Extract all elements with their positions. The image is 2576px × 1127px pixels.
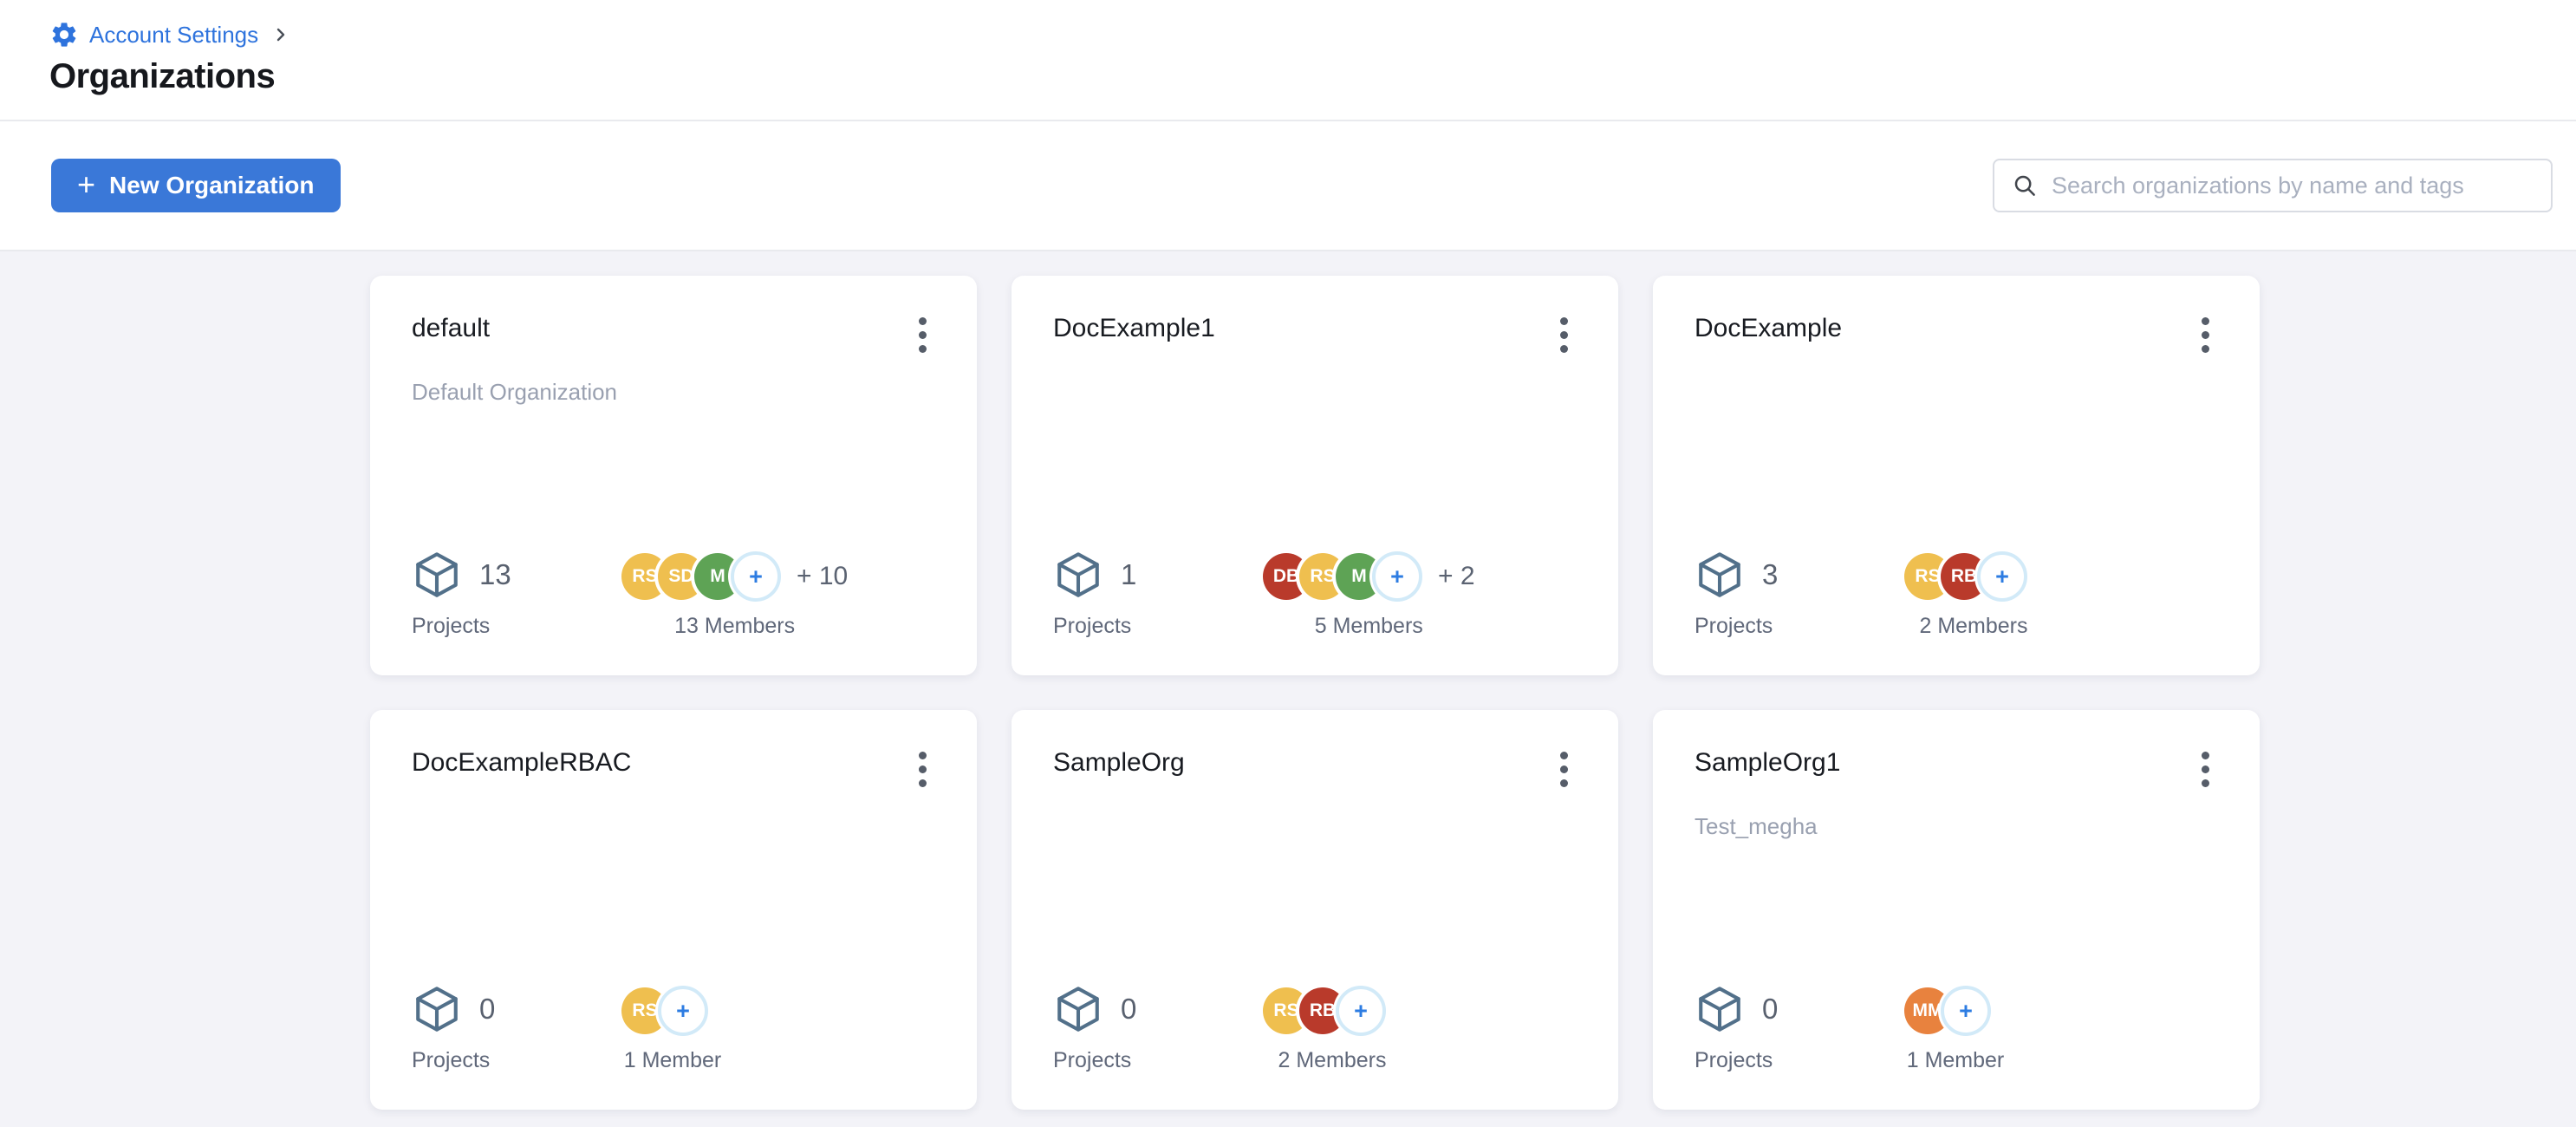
organization-card[interactable]: SampleOrg 0 Projects RS RB + 2 Members — [1012, 710, 1618, 1110]
add-member-button[interactable]: + — [1941, 986, 1991, 1036]
search-box — [1993, 159, 2553, 212]
plus-icon: + — [77, 166, 96, 202]
cube-icon — [1695, 550, 1745, 600]
projects-label: Projects — [1695, 614, 1773, 638]
kebab-menu-button[interactable] — [1551, 746, 1577, 792]
member-avatar-group: DB RS M + — [1263, 551, 1422, 602]
organization-name: DocExampleRBAC — [412, 748, 632, 777]
page-title: Organizations — [49, 57, 276, 95]
organization-card[interactable]: DocExampleRBAC 0 Projects RS + 1 Member — [370, 710, 977, 1110]
project-count: 13 — [479, 558, 511, 590]
member-avatar-group: RS + — [621, 986, 708, 1036]
organization-description — [1695, 379, 2218, 405]
organization-name: DocExample — [1695, 314, 1843, 342]
organization-description: Test_megha — [1695, 813, 1818, 839]
members-count-label: 13 Members — [674, 614, 796, 638]
project-count: 1 — [1121, 558, 1137, 590]
member-avatar-group: RS RB + — [1904, 551, 2027, 602]
members-count-label: 5 Members — [1314, 614, 1423, 638]
organization-description — [412, 813, 935, 839]
organization-description — [1053, 813, 1577, 839]
add-member-button[interactable]: + — [1372, 551, 1422, 602]
organization-name: SampleOrg1 — [1695, 748, 1841, 777]
chevron-right-icon — [270, 24, 291, 45]
search-input[interactable] — [2052, 172, 2534, 199]
cube-icon — [412, 984, 462, 1034]
new-organization-label: New Organization — [109, 172, 315, 199]
organization-name: DocExample1 — [1053, 314, 1215, 342]
member-avatar-group: RS SD M + — [621, 551, 781, 602]
organization-name: default — [412, 314, 491, 342]
projects-label: Projects — [1695, 1048, 1773, 1072]
breadcrumb-account-settings-link[interactable]: Account Settings — [89, 21, 259, 48]
kebab-menu-button[interactable] — [910, 312, 935, 358]
organization-description: Default Organization — [412, 379, 618, 405]
organization-name: SampleOrg — [1053, 748, 1185, 777]
project-count: 0 — [1121, 993, 1137, 1025]
search-icon — [2012, 173, 2038, 199]
cube-icon — [1053, 550, 1103, 600]
toolbar: + New Organization — [0, 121, 2576, 251]
gear-icon — [49, 20, 79, 49]
add-member-button[interactable]: + — [1977, 551, 2027, 602]
projects-label: Projects — [412, 1048, 491, 1072]
add-member-button[interactable]: + — [731, 551, 781, 602]
kebab-menu-button[interactable] — [1551, 312, 1577, 358]
member-avatar-group: RS RB + — [1263, 986, 1386, 1036]
members-count-label: 2 Members — [1919, 614, 2028, 638]
members-count-label: 2 Members — [1278, 1048, 1387, 1072]
project-count: 3 — [1762, 558, 1779, 590]
org-cards-grid: default Default Organization 13 Projects… — [370, 276, 2576, 1110]
project-count: 0 — [479, 993, 496, 1025]
kebab-menu-button[interactable] — [910, 746, 935, 792]
projects-label: Projects — [1053, 1048, 1132, 1072]
organization-card[interactable]: SampleOrg1 Test_megha 0 Projects MM + 1 M — [1653, 710, 2260, 1110]
page-header: Account Settings Organizations — [0, 0, 2576, 121]
members-count-label: 1 Member — [1906, 1048, 2005, 1072]
cube-icon — [1695, 984, 1745, 1034]
organization-card[interactable]: DocExample 3 Projects RS RB + 2 Members — [1653, 276, 2260, 675]
cube-icon — [412, 550, 462, 600]
organization-card[interactable]: default Default Organization 13 Projects… — [370, 276, 977, 675]
projects-label: Projects — [1053, 614, 1132, 638]
kebab-menu-button[interactable] — [2193, 312, 2218, 358]
projects-label: Projects — [412, 614, 491, 638]
members-count-label: 1 Member — [623, 1048, 722, 1072]
member-avatar: RS — [1299, 553, 1346, 600]
breadcrumb: Account Settings — [49, 17, 2576, 52]
add-member-button[interactable]: + — [658, 986, 708, 1036]
kebab-menu-button[interactable] — [2193, 746, 2218, 792]
member-overflow-count: + 2 — [1438, 562, 1475, 590]
organization-card[interactable]: DocExample1 1 Projects DB RS M + + 2 5 Memb — [1012, 276, 1618, 675]
member-avatar-group: MM + — [1904, 986, 1991, 1036]
project-count: 0 — [1762, 993, 1779, 1025]
member-overflow-count: + 10 — [797, 562, 849, 590]
member-avatar: MM — [1904, 987, 1951, 1034]
member-avatar: RS — [1904, 553, 1951, 600]
add-member-button[interactable]: + — [1336, 986, 1386, 1036]
new-organization-button[interactable]: + New Organization — [51, 159, 341, 212]
content-area: default Default Organization 13 Projects… — [0, 251, 2576, 1110]
cube-icon — [1053, 984, 1103, 1034]
organization-description — [1053, 379, 1577, 405]
